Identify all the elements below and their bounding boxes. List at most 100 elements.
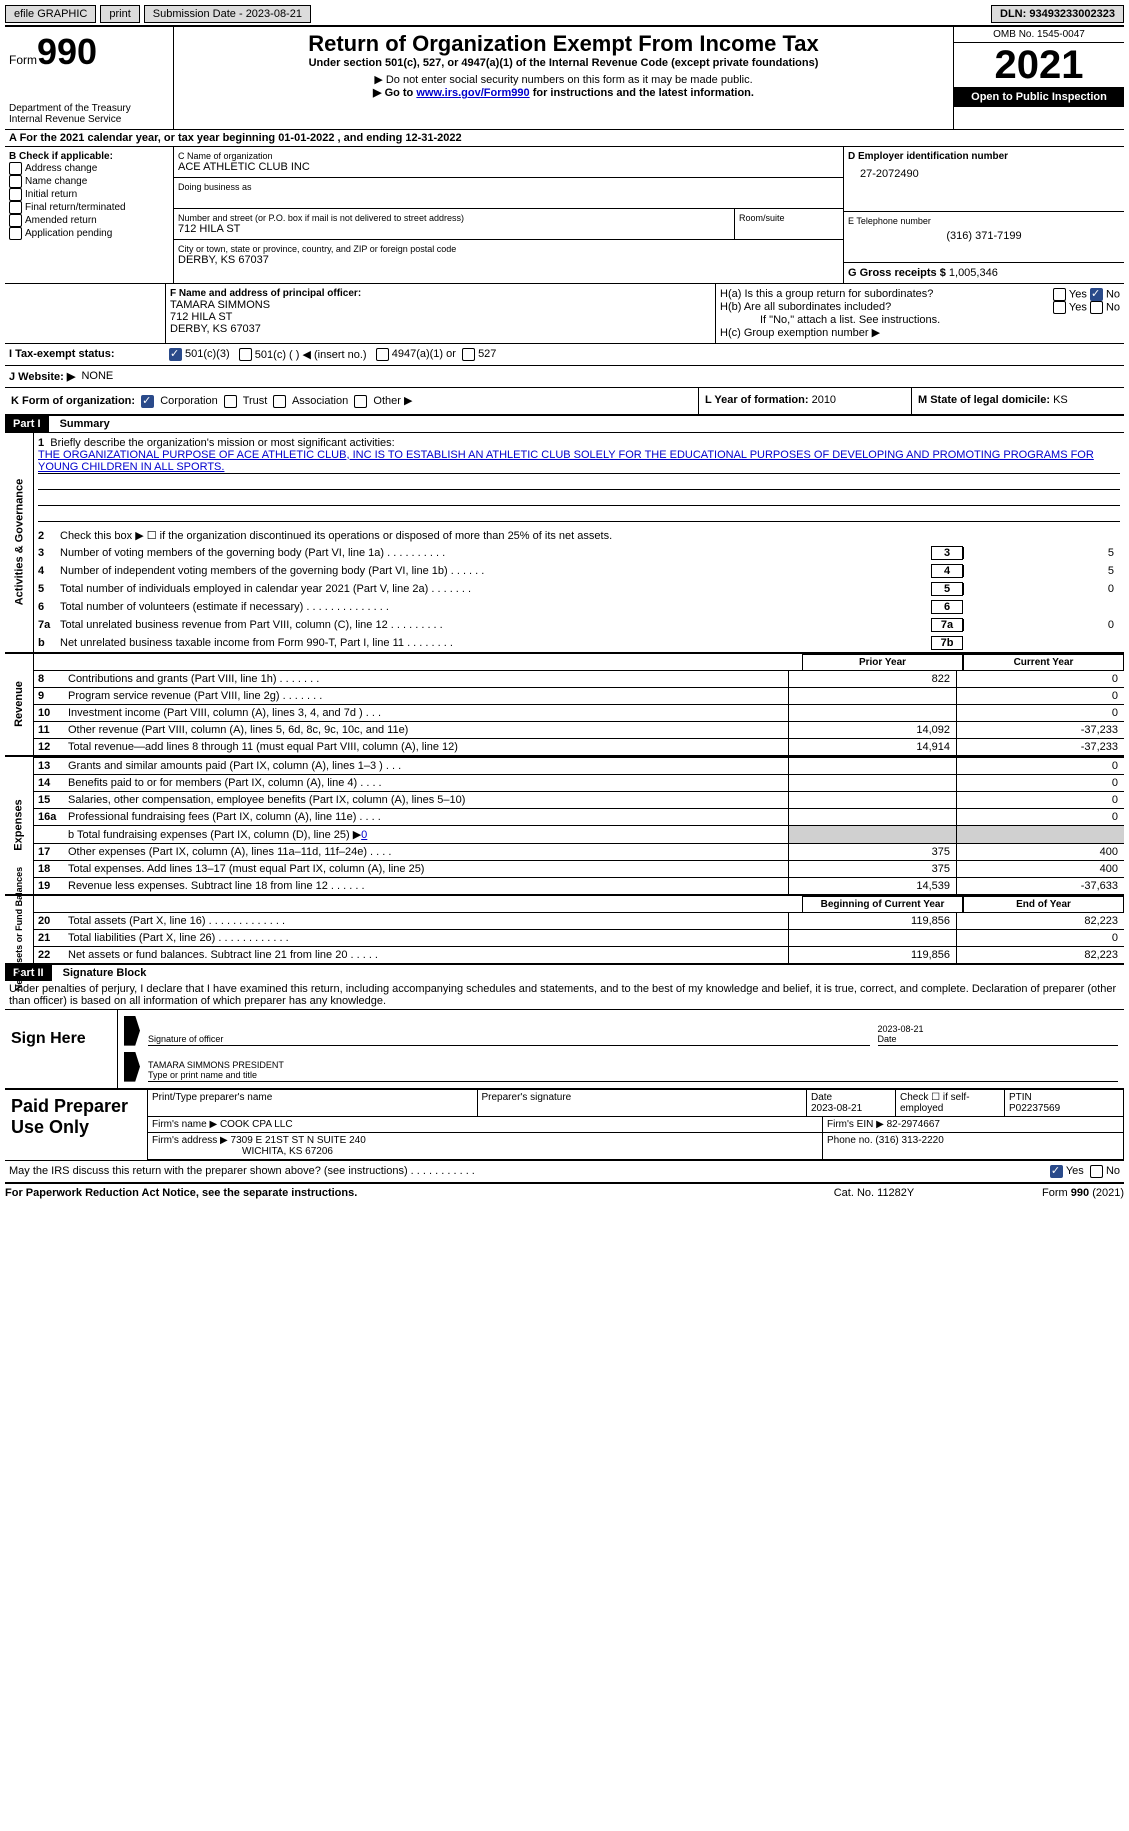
check-address-change[interactable]: Address change (9, 162, 169, 175)
row-i: I Tax-exempt status: 501(c)(3) 501(c) ( … (5, 343, 1124, 365)
omb-number: OMB No. 1545-0047 (954, 27, 1124, 43)
street-label: Number and street (or P.O. box if mail i… (178, 213, 730, 223)
discuss-yes[interactable] (1050, 1165, 1063, 1178)
check-other[interactable] (354, 395, 367, 408)
part2-header: Part II Signature Block (5, 963, 1124, 981)
begin-year-header: Beginning of Current Year (802, 896, 963, 912)
gross-value: 1,005,346 (949, 267, 998, 279)
firm-addr2: WICHITA, KS 67206 (152, 1146, 818, 1157)
print-button[interactable]: print (100, 5, 139, 23)
self-employed-check[interactable]: Check ☐ if self-employed (896, 1090, 1005, 1117)
footer: For Paperwork Reduction Act Notice, see … (5, 1182, 1124, 1202)
city-label: City or town, state or province, country… (178, 244, 839, 254)
table-row: 19Revenue less expenses. Subtract line 1… (34, 877, 1124, 894)
prep-date: 2023-08-21 (811, 1103, 891, 1114)
table-row: 11Other revenue (Part VIII, column (A), … (34, 721, 1124, 738)
line16b-val: 0 (361, 829, 367, 841)
submission-date: Submission Date - 2023-08-21 (144, 5, 311, 23)
table-row: 16aProfessional fundraising fees (Part I… (34, 808, 1124, 825)
check-corp[interactable] (141, 395, 154, 408)
officer-label: F Name and address of principal officer: (170, 288, 711, 299)
prep-sig-label: Preparer's signature (482, 1092, 803, 1103)
officer-printed-name: TAMARA SIMMONS PRESIDENT (148, 1060, 1118, 1070)
name-title-label: Type or print name and title (148, 1070, 1118, 1080)
arrow-icon (124, 1052, 140, 1082)
line7a: Total unrelated business revenue from Pa… (60, 619, 927, 631)
table-row: 20Total assets (Part X, line 16) . . . .… (34, 912, 1124, 929)
sign-here-label: Sign Here (5, 1010, 117, 1088)
firm-phone: (316) 313-2220 (875, 1135, 943, 1146)
tax-year: 2021 (954, 43, 1124, 87)
line7b: Net unrelated business taxable income fr… (60, 637, 927, 649)
line5-val: 0 (963, 583, 1120, 595)
expenses-section: Expenses 13Grants and similar amounts pa… (5, 755, 1124, 894)
check-initial-return[interactable]: Initial return (9, 188, 169, 201)
year-formation: 2010 (812, 394, 836, 406)
check-501c[interactable] (239, 348, 252, 361)
line3: Number of voting members of the governin… (60, 547, 927, 559)
ptin-label: PTIN (1009, 1092, 1119, 1103)
line16b: b Total fundraising expenses (Part IX, c… (68, 829, 361, 841)
firm-ein: 82-2974667 (887, 1119, 940, 1130)
firm-name: COOK CPA LLC (220, 1119, 293, 1130)
hb-yes[interactable] (1053, 301, 1066, 314)
table-row: 15Salaries, other compensation, employee… (34, 791, 1124, 808)
check-527[interactable] (462, 348, 475, 361)
sig-officer-label: Signature of officer (148, 1034, 870, 1044)
line7a-val: 0 (963, 619, 1120, 631)
efile-button[interactable]: efile GRAPHIC (5, 5, 96, 23)
ptin-value: P02237569 (1009, 1103, 1119, 1114)
org-name: ACE ATHLETIC CLUB INC (178, 161, 839, 173)
sig-date-label: Date (878, 1034, 1119, 1044)
check-name-change[interactable]: Name change (9, 175, 169, 188)
ha-row: H(a) Is this a group return for subordin… (720, 288, 1120, 301)
check-assoc[interactable] (273, 395, 286, 408)
row-j: J Website: ▶ NONE (5, 365, 1124, 387)
check-amended[interactable]: Amended return (9, 214, 169, 227)
city-value: DERBY, KS 67037 (178, 254, 839, 266)
arrow-icon (124, 1016, 140, 1046)
prior-year-header: Prior Year (802, 654, 963, 670)
table-row: 18Total expenses. Add lines 13–17 (must … (34, 860, 1124, 877)
ein-value: 27-2072490 (848, 162, 1120, 180)
table-row: 14Benefits paid to or for members (Part … (34, 774, 1124, 791)
hb-no[interactable] (1090, 301, 1103, 314)
row-k: K Form of organization: Corporation Trus… (5, 387, 1124, 414)
ha-no[interactable] (1090, 288, 1103, 301)
paid-preparer-label: Paid Preparer Use Only (5, 1090, 147, 1160)
state-domicile: KS (1053, 394, 1068, 406)
table-row: 8Contributions and grants (Part VIII, li… (34, 670, 1124, 687)
officer-addr2: DERBY, KS 67037 (170, 323, 711, 335)
street-address: 712 HILA ST (178, 223, 730, 235)
table-row: 10Investment income (Part VIII, column (… (34, 704, 1124, 721)
check-501c3[interactable] (169, 348, 182, 361)
form-header: Form990 Department of the Treasury Inter… (5, 25, 1124, 129)
room-label: Room/suite (739, 213, 839, 223)
discuss-no[interactable] (1090, 1165, 1103, 1178)
hc-row: H(c) Group exemption number ▶ (720, 326, 1120, 339)
note-link: ▶ Go to www.irs.gov/Form990 for instruct… (182, 86, 945, 99)
form-title: Return of Organization Exempt From Incom… (182, 31, 945, 57)
dba-label: Doing business as (178, 182, 839, 192)
form-number: Form990 (9, 31, 169, 73)
netassets-section: Net Assets or Fund Balances Beginning of… (5, 894, 1124, 963)
prep-name-label: Print/Type preparer's name (152, 1092, 473, 1103)
sig-date: 2023-08-21 (878, 1024, 1119, 1034)
officer-addr1: 712 HILA ST (170, 311, 711, 323)
open-public-label: Open to Public Inspection (954, 87, 1124, 107)
netassets-label: Net Assets or Fund Balances (14, 867, 24, 991)
top-toolbar: efile GRAPHIC print Submission Date - 20… (5, 5, 1124, 23)
governance-section: Activities & Governance 1 Briefly descri… (5, 432, 1124, 652)
irs-label: Internal Revenue Service (9, 114, 169, 125)
check-4947[interactable] (376, 348, 389, 361)
table-row: 21Total liabilities (Part X, line 26) . … (34, 929, 1124, 946)
check-final-return[interactable]: Final return/terminated (9, 201, 169, 214)
section-b: B Check if applicable: Address change Na… (5, 146, 1124, 283)
officer-name: TAMARA SIMMONS (170, 299, 711, 311)
line2: Check this box ▶ ☐ if the organization d… (60, 529, 1120, 542)
irs-link[interactable]: www.irs.gov/Form990 (416, 87, 529, 99)
discuss-row: May the IRS discuss this return with the… (5, 1160, 1124, 1182)
check-pending[interactable]: Application pending (9, 227, 169, 240)
check-trust[interactable] (224, 395, 237, 408)
ha-yes[interactable] (1053, 288, 1066, 301)
